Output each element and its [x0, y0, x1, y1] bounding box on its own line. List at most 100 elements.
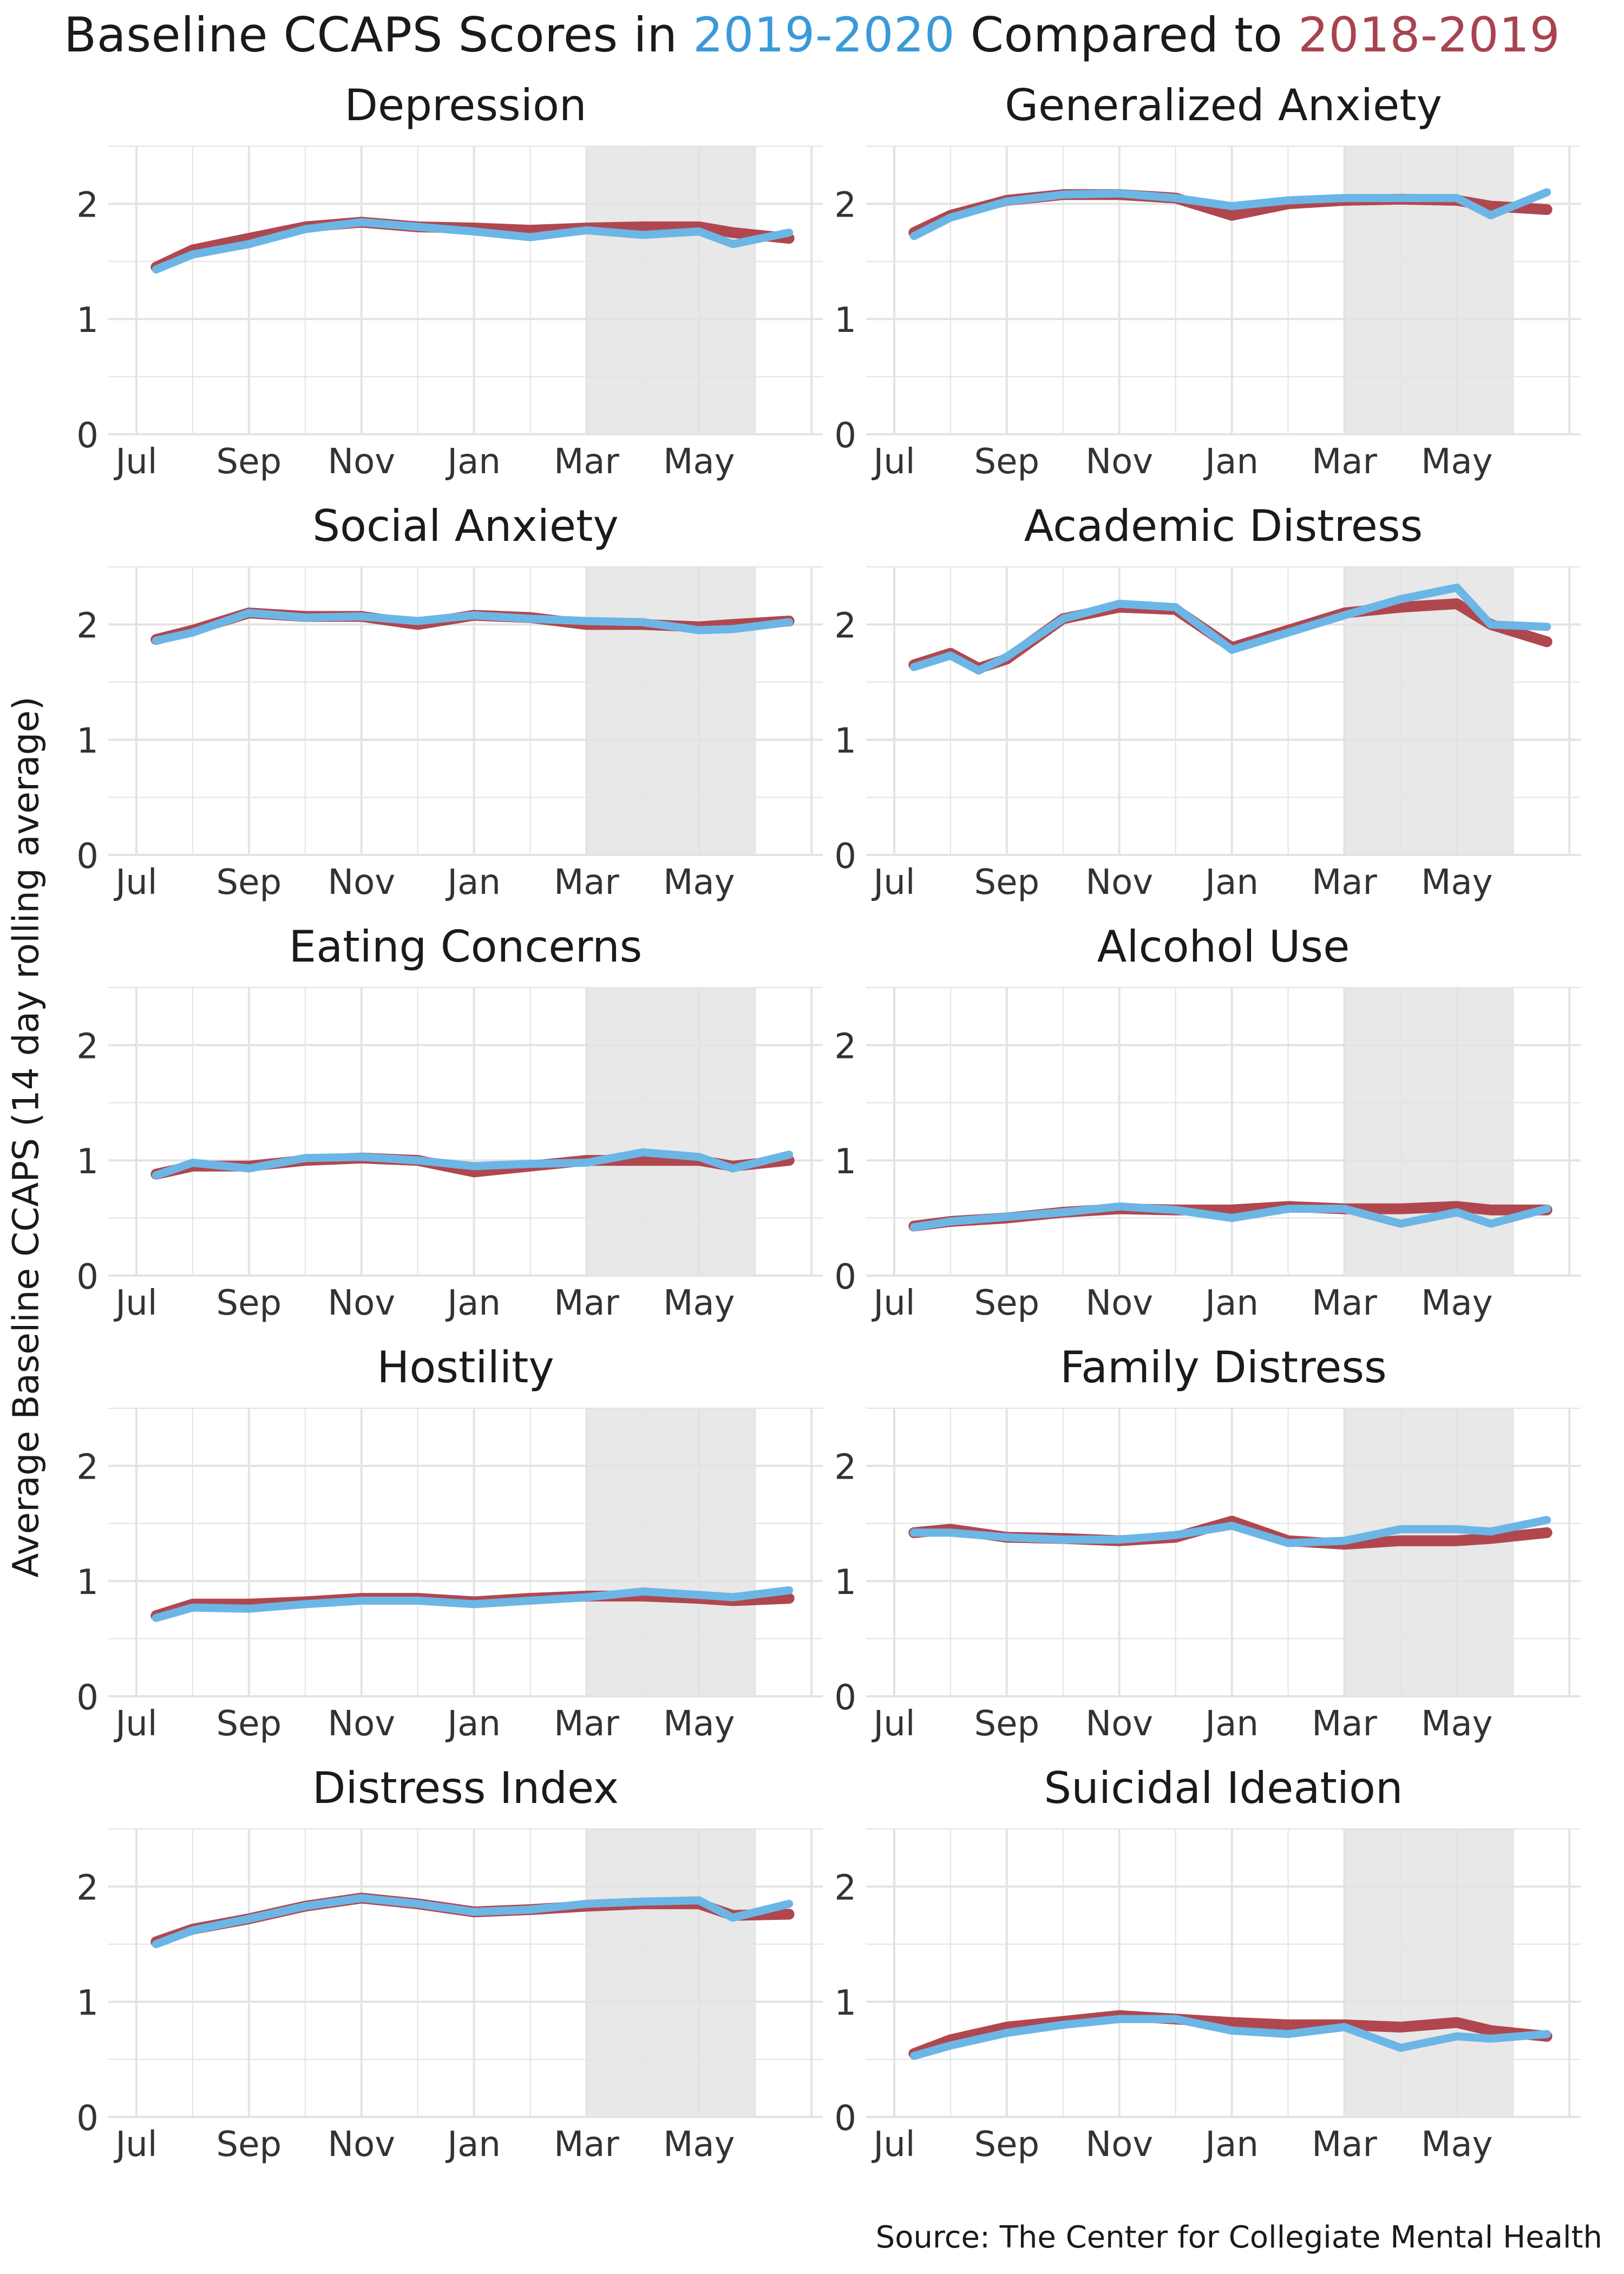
title-year-current: 2019-2020 — [692, 7, 955, 63]
x-tick-label: Jan — [1203, 1704, 1259, 1744]
x-tick-label: Sep — [974, 442, 1040, 482]
x-tick-label: Mar — [1312, 442, 1377, 482]
panel-alcohol-use: Alcohol Use 0 1 2 Jul Sep Nov Jan Mar May — [834, 922, 1581, 1323]
y-tick-label: 1 — [76, 721, 99, 761]
x-tick-label: May — [663, 862, 735, 903]
y-tick-label: 2 — [834, 606, 856, 646]
x-tick-label: Mar — [554, 442, 619, 482]
y-tick-label: 2 — [834, 1868, 856, 1908]
y-tick-label: 0 — [834, 416, 856, 456]
x-tick-label: Jul — [113, 1283, 157, 1323]
shaded-period — [1344, 1408, 1514, 1696]
x-tick-label: Jul — [871, 1283, 915, 1323]
x-tick-label: Jan — [445, 442, 501, 482]
shaded-period — [586, 146, 756, 434]
x-tick-label: May — [1421, 2125, 1492, 2165]
x-tick-label: Jan — [445, 1704, 501, 1744]
x-tick-label: Nov — [1085, 442, 1153, 482]
y-tick-label: 1 — [834, 721, 856, 761]
x-tick-label: Nov — [1085, 1704, 1153, 1744]
x-tick-label: Jul — [113, 862, 157, 903]
x-tick-label: Mar — [1312, 862, 1377, 903]
x-tick-label: Nov — [328, 442, 395, 482]
x-tick-label: May — [1421, 1704, 1492, 1744]
y-tick-label: 1 — [834, 1983, 856, 2023]
x-tick-label: Mar — [554, 1283, 619, 1323]
series-line-2019-2020 — [152, 609, 794, 645]
panel-title: Suicidal Ideation — [1044, 1763, 1403, 1813]
panel-title: Distress Index — [312, 1763, 619, 1813]
x-tick-label: Jan — [445, 862, 501, 903]
series-line-2019-2020 — [909, 188, 1551, 240]
panel-title: Hostility — [377, 1342, 554, 1393]
y-tick-label: 2 — [76, 606, 99, 646]
panel-title: Depression — [344, 80, 586, 130]
x-tick-label: Sep — [217, 1283, 282, 1323]
y-tick-label: 1 — [834, 300, 856, 341]
y-tick-label: 2 — [76, 1868, 99, 1908]
shaded-period — [586, 567, 756, 855]
y-tick-label: 2 — [834, 1027, 856, 1067]
x-tick-label: Nov — [1085, 862, 1153, 903]
shaded-period — [1344, 988, 1514, 1276]
y-tick-label: 0 — [76, 1678, 99, 1718]
y-tick-label: 1 — [76, 1563, 99, 1603]
x-tick-label: Jan — [445, 2125, 501, 2165]
y-tick-label: 1 — [834, 1563, 856, 1603]
x-tick-label: Sep — [217, 862, 282, 903]
x-tick-label: May — [663, 1283, 735, 1323]
x-tick-label: Nov — [1085, 2125, 1153, 2165]
y-tick-label: 1 — [834, 1142, 856, 1182]
x-tick-label: Mar — [554, 862, 619, 903]
x-tick-label: Jul — [871, 442, 915, 482]
shaded-period — [1344, 1829, 1514, 2117]
x-tick-label: Jul — [871, 862, 915, 903]
title-prefix: Baseline CCAPS Scores in — [63, 7, 693, 63]
x-tick-label: Jan — [445, 1283, 501, 1323]
x-tick-label: Nov — [328, 2125, 395, 2165]
x-tick-label: Nov — [328, 862, 395, 903]
panel-title: Academic Distress — [1024, 501, 1423, 551]
x-tick-label: Sep — [974, 862, 1040, 903]
series-line-2019-2020 — [909, 1515, 1551, 1547]
shaded-period — [586, 1408, 756, 1696]
panel-title: Family Distress — [1060, 1342, 1386, 1393]
shaded-period — [1344, 146, 1514, 434]
panel-suicidal-ideation: Suicidal Ideation 0 1 2 Jul Sep Nov Jan Mar May — [834, 1763, 1581, 2165]
x-tick-label: May — [663, 1704, 735, 1744]
x-tick-label: Mar — [554, 1704, 619, 1744]
x-tick-label: Mar — [554, 2125, 619, 2165]
title-year-previous: 2018-2019 — [1298, 7, 1561, 63]
panel-eating-concerns: Eating Concerns 0 1 2 Jul Sep Nov Jan Mar May — [76, 922, 823, 1323]
x-tick-label: Jul — [113, 1704, 157, 1744]
x-tick-label: Mar — [1312, 2125, 1377, 2165]
x-tick-label: Jul — [113, 2125, 157, 2165]
panel-title: Social Anxiety — [312, 501, 619, 551]
y-tick-label: 1 — [76, 300, 99, 341]
x-tick-label: May — [663, 442, 735, 482]
x-tick-label: Sep — [974, 1704, 1040, 1744]
shaded-period — [586, 1829, 756, 2117]
source-note: Source: The Center for Collegiate Mental… — [875, 2220, 1602, 2255]
y-tick-label: 2 — [834, 185, 856, 225]
y-tick-label: 2 — [76, 1447, 99, 1487]
panel-generalized-anxiety: Generalized Anxiety 0 1 2 Jul Sep Nov Jan Mar May — [834, 80, 1581, 482]
x-tick-label: Jul — [113, 442, 157, 482]
y-tick-label: 0 — [76, 1257, 99, 1297]
x-tick-label: Sep — [217, 1704, 282, 1744]
shaded-period — [586, 988, 756, 1276]
panel-family-distress: Family Distress 0 1 2 Jul Sep Nov Jan Mar May — [834, 1342, 1581, 1744]
x-tick-label: May — [1421, 1283, 1492, 1323]
y-tick-label: 2 — [834, 1447, 856, 1487]
x-tick-label: Jan — [1203, 1283, 1259, 1323]
panel-title: Eating Concerns — [289, 922, 643, 972]
x-tick-label: Sep — [974, 1283, 1040, 1323]
x-tick-label: May — [1421, 862, 1492, 903]
panel-distress-index: Distress Index 0 1 2 Jul Sep Nov Jan Mar May — [76, 1763, 823, 2165]
x-tick-label: Mar — [1312, 1283, 1377, 1323]
title-middle: Compared to — [955, 7, 1298, 63]
y-tick-label: 0 — [834, 837, 856, 877]
series-line-2019-2020 — [909, 2015, 1551, 2060]
x-tick-label: Mar — [1312, 1704, 1377, 1744]
